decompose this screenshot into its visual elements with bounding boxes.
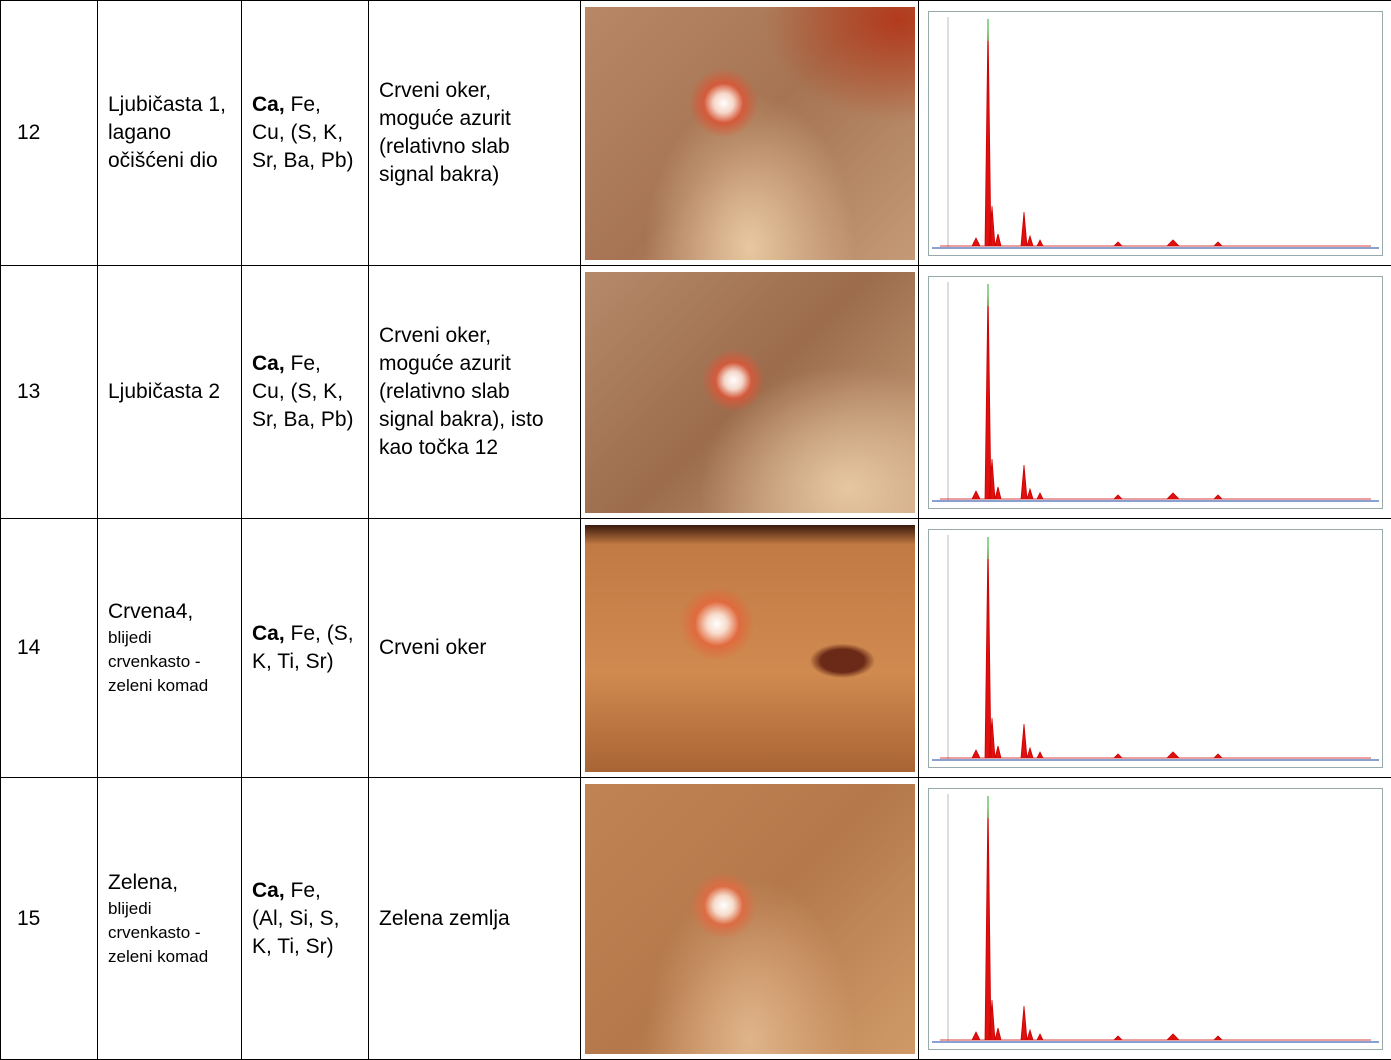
sample-note: blijedi crvenkasto -zeleni komad [108,626,231,698]
sample-name: Zelena, [108,871,178,894]
spectrum [928,276,1383,509]
photo-cell [581,519,919,778]
sample-note: blijedi crvenkasto -zeleni komad [108,897,231,969]
sample-name: Ljubičasta 2 [108,380,220,403]
spectrum-cell [919,266,1391,519]
major-element: Ca, [252,622,285,645]
sample-cell: Ljubičasta 1, lagano očišćeni dio [98,1,242,266]
table-row: 15 Zelena, blijedi crvenkasto -zeleni koma… [1,778,1391,1060]
sample-name: Ljubičasta 1, lagano očišćeni dio [108,93,226,172]
sample-cell: Ljubičasta 2 [98,266,242,519]
micro-photo [585,784,915,1054]
major-element: Ca, [252,879,285,902]
interpretation-cell: Crveni oker, moguće azurit (relativno sl… [369,266,581,519]
spectrum-cell [919,519,1391,778]
spectrum-frame [928,11,1382,255]
interpretation: Crveni oker, moguće azurit (relativno sl… [379,324,544,459]
sample-number: 12 [17,121,40,144]
number-cell: 15 [1,778,98,1060]
micro-photo [585,7,915,260]
interpretation-cell: Zelena zemlja [369,778,581,1060]
spectrum [928,529,1383,768]
sample-cell: Crvena4, blijedi crvenkasto -zeleni komad [98,519,242,778]
interpretation: Crveni oker [379,636,486,659]
number-cell: 12 [1,1,98,266]
elements-cell: Ca, Fe, (Al, Si, S, K, Ti, Sr) [242,778,369,1060]
elements-cell: Ca, Fe, Cu, (S, K, Sr, Ba, Pb) [242,266,369,519]
photo-cell [581,1,919,266]
spectrum [928,788,1383,1050]
elements-cell: Ca, Fe, (S, K, Ti, Sr) [242,519,369,778]
spectrum [928,11,1383,256]
spectrum-frame [928,788,1382,1049]
table-row: 13 Ljubičasta 2 Ca, Fe, Cu, (S, K, Sr, Ba,… [1,266,1391,519]
spectrum-frame [928,529,1382,767]
major-element: Ca, [252,93,285,116]
major-element: Ca, [252,352,285,375]
photo-cell [581,778,919,1060]
micro-photo [585,525,915,772]
sample-number: 15 [17,907,40,930]
table-row: 14 Crvena4, blijedi crvenkasto -zeleni kom… [1,519,1391,778]
spectrum-cell [919,778,1391,1060]
interpretation-cell: Crveni oker, moguće azurit (relativno sl… [369,1,581,266]
sample-number: 14 [17,636,40,659]
elements-cell: Ca, Fe, Cu, (S, K, Sr, Ba, Pb) [242,1,369,266]
interpretation-cell: Crveni oker [369,519,581,778]
interpretation: Zelena zemlja [379,907,510,930]
number-cell: 14 [1,519,98,778]
number-cell: 13 [1,266,98,519]
sample-number: 13 [17,380,40,403]
interpretation: Crveni oker, moguće azurit (relativno sl… [379,79,511,186]
spectrum-cell [919,1,1391,266]
sample-name: Crvena4, [108,600,193,623]
spectrum-frame [928,276,1382,508]
micro-photo [585,272,915,513]
photo-cell [581,266,919,519]
sample-cell: Zelena, blijedi crvenkasto -zeleni komad [98,778,242,1060]
